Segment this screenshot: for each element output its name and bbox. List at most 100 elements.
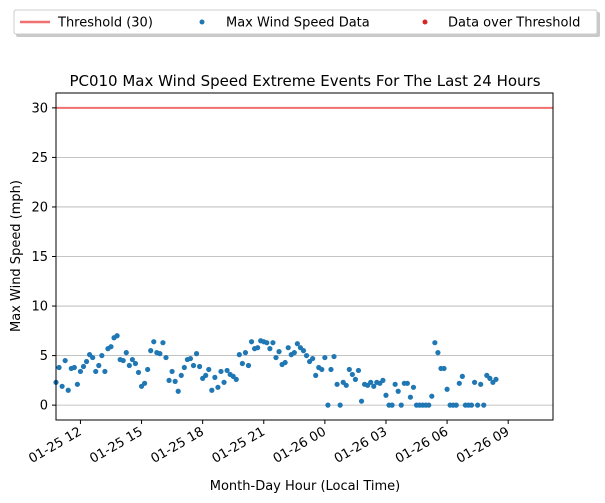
data-point [239, 360, 245, 367]
data-point [493, 376, 499, 382]
data-point [83, 358, 90, 365]
data-point [74, 381, 80, 387]
data-point [392, 381, 398, 387]
x-tick-label: 01-26 09 [454, 424, 512, 466]
data-point [352, 376, 359, 382]
data-point [380, 377, 386, 383]
data-point [456, 380, 462, 386]
data-point [334, 381, 340, 387]
data-point [407, 394, 414, 400]
data-point [175, 388, 181, 394]
data-point [197, 363, 203, 370]
data-point [190, 362, 197, 369]
data-point [331, 353, 337, 360]
data-point [166, 377, 172, 383]
data-point [145, 366, 151, 373]
legend-data-swatch [199, 19, 205, 25]
data-point [322, 354, 328, 361]
data-point [123, 350, 129, 356]
data-point [120, 357, 126, 364]
data-point [282, 359, 288, 366]
data-point [383, 392, 389, 398]
data-point [395, 388, 401, 394]
data-point [65, 387, 71, 393]
data-point [129, 356, 135, 363]
chart-title: PC010 Max Wind Speed Extreme Events For … [69, 72, 540, 90]
data-point [389, 402, 395, 408]
data-point [404, 380, 410, 386]
data-point [398, 402, 404, 408]
data-point [187, 355, 194, 362]
data-point [224, 367, 230, 374]
data-point [453, 402, 459, 408]
data-point [267, 346, 273, 352]
data-point [242, 350, 249, 356]
x-tick-label: 01-25 18 [149, 424, 207, 466]
data-point [221, 379, 227, 385]
data-point [233, 376, 239, 382]
data-point [99, 352, 105, 359]
legend-over-threshold-swatch [422, 19, 428, 25]
data-point [114, 333, 120, 339]
x-tick-label: 01-25 15 [87, 424, 145, 466]
data-point [273, 354, 279, 361]
data-point [325, 402, 331, 408]
data-point [157, 351, 163, 357]
data-point [178, 372, 184, 379]
data-point [468, 402, 475, 408]
data-point [459, 373, 465, 379]
data-point [181, 364, 187, 371]
data-point [132, 360, 139, 367]
data-point [349, 371, 355, 378]
data-point [410, 384, 417, 390]
data-point [294, 341, 300, 347]
data-point [300, 348, 307, 354]
data-point [319, 366, 325, 373]
y-tick-label: 30 [31, 101, 48, 116]
data-point [303, 352, 310, 359]
data-point [337, 402, 343, 408]
data-point [346, 366, 352, 373]
data-point [160, 340, 166, 346]
data-point [441, 365, 447, 372]
data-point [285, 345, 291, 351]
data-point [291, 350, 297, 356]
y-axis: 0 5 10 15 20 25 30 [31, 101, 56, 414]
data-point [236, 352, 242, 358]
data-point [96, 362, 102, 369]
data-point [80, 363, 87, 370]
data-point [126, 362, 132, 369]
data-point [426, 402, 432, 408]
data-point [93, 368, 99, 375]
y-tick-label: 0 [40, 399, 48, 414]
data-point [193, 351, 200, 357]
data-point [90, 354, 96, 361]
data-point [371, 383, 377, 389]
data-point [328, 366, 334, 373]
x-tick-label: 01-26 00 [271, 424, 329, 466]
y-axis-label: Max Wind Speed (mph) [9, 180, 24, 332]
data-point [135, 369, 142, 376]
data-point [248, 339, 255, 345]
data-point [478, 381, 484, 387]
data-point [77, 368, 84, 375]
data-point [429, 393, 435, 399]
data-point [432, 340, 438, 346]
data-point [56, 364, 62, 371]
y-tick-label: 10 [31, 300, 48, 315]
data-point [343, 382, 349, 388]
data-point [142, 380, 148, 386]
data-point [71, 364, 77, 371]
x-tick-label: 01-26 03 [332, 424, 390, 466]
data-point [270, 340, 276, 346]
data-point [102, 368, 108, 375]
data-point [148, 348, 154, 354]
data-point [435, 350, 441, 356]
data-point [355, 367, 362, 374]
data-point [151, 339, 157, 345]
legend-data-label: Max Wind Speed Data [226, 16, 370, 31]
data-point [475, 402, 481, 408]
data-point [62, 357, 68, 364]
data-point [172, 378, 178, 384]
legend-over-threshold-label: Data over Threshold [448, 16, 580, 31]
